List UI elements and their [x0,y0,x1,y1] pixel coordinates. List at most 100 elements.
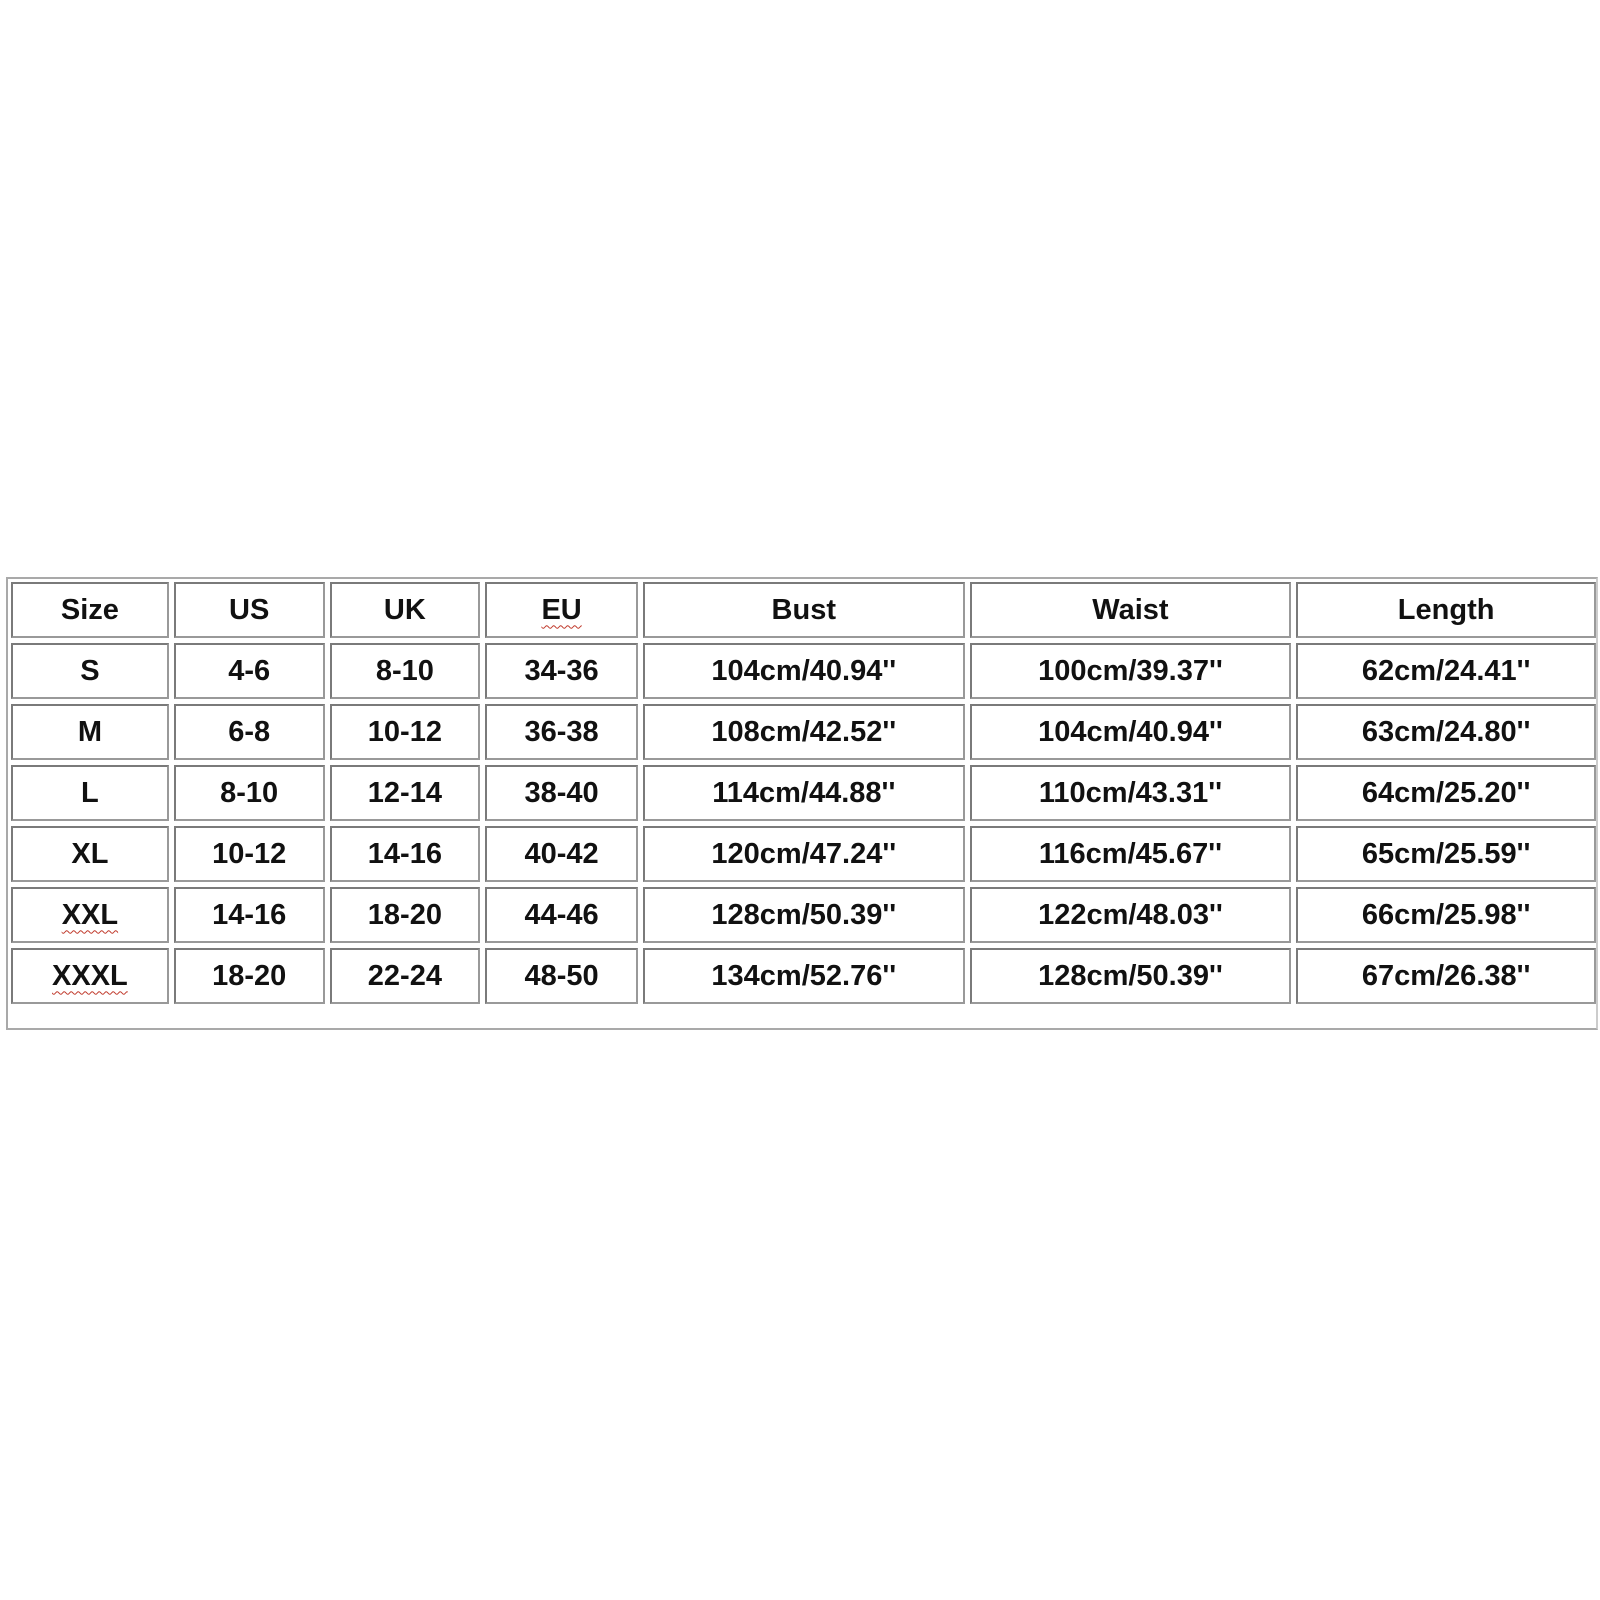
column-header: Length [1296,582,1596,638]
table-row: M 6-8 10-12 36-38 108cm/42.52'' 104cm/40.94''… [11,704,1596,760]
cell-value: 100cm/39.37'' [1038,654,1223,687]
table-cell: 122cm/48.03'' [969,887,1292,943]
table-cell: 104cm/40.94'' [969,704,1292,760]
header-label: Size [60,593,119,626]
cell-value: 22-24 [367,959,442,992]
cell-value: 38-40 [524,776,599,809]
table-cell: 10-12 [173,826,325,882]
table-cell: 40-42 [485,826,638,882]
cell-value: 12-14 [367,776,442,809]
cell-value: XXL [61,898,119,931]
table-cell: 44-46 [485,887,638,943]
table-cell: XL [11,826,169,882]
table-row: L 8-10 12-14 38-40 114cm/44.88'' 110cm/43.31'… [11,765,1596,821]
cell-value: 62cm/24.41'' [1361,654,1531,687]
cell-value: 10-12 [212,837,287,870]
table-cell: M [11,704,169,760]
column-header: EU [485,582,638,638]
table-cell: 65cm/25.59'' [1296,826,1596,882]
header-label: EU [541,593,582,626]
table-row: XL 10-12 14-16 40-42 120cm/47.24'' 116cm/45.6… [11,826,1596,882]
table-row: XXL 14-16 18-20 44-46 128cm/50.39'' 122cm/48.… [11,887,1596,943]
cell-value: XXXL [52,959,128,992]
table-cell: 134cm/52.76'' [642,948,965,1004]
table-cell: 18-20 [329,887,481,943]
size-chart: Size US UK EU Bust Waist Length S 4-6 8-10 34-36 10… [6,577,1598,1030]
cell-value: 40-42 [524,837,599,870]
table-cell: S [11,643,169,699]
table-cell: XXL [11,887,169,943]
cell-value: 44-46 [524,898,599,931]
table-cell: 8-10 [173,765,325,821]
header-label: Bust [771,593,836,626]
cell-value: M [77,715,102,748]
cell-value: 104cm/40.94'' [1038,715,1223,748]
cell-value: 10-12 [367,715,442,748]
table-cell: 6-8 [173,704,325,760]
table-cell: 108cm/42.52'' [642,704,965,760]
column-header: Size [11,582,169,638]
column-header: Waist [969,582,1292,638]
cell-value: 63cm/24.80'' [1361,715,1531,748]
size-chart-table: Size US UK EU Bust Waist Length S 4-6 8-10 34-36 10… [6,577,1600,1009]
cell-value: 34-36 [524,654,599,687]
table-cell: 104cm/40.94'' [642,643,965,699]
cell-value: 36-38 [524,715,599,748]
table-cell: 64cm/25.20'' [1296,765,1596,821]
table-cell: 48-50 [485,948,638,1004]
header-label: Length [1397,593,1495,626]
table-cell: 110cm/43.31'' [969,765,1292,821]
cell-value: 66cm/25.98'' [1361,898,1531,931]
cell-value: 104cm/40.94'' [711,654,897,687]
table-cell: 66cm/25.98'' [1296,887,1596,943]
cell-value: 67cm/26.38'' [1361,959,1531,992]
cell-value: 114cm/44.88'' [712,776,896,809]
cell-value: 110cm/43.31'' [1038,776,1222,809]
table-row: S 4-6 8-10 34-36 104cm/40.94'' 100cm/39.37'' 6… [11,643,1596,699]
table-cell: 63cm/24.80'' [1296,704,1596,760]
cell-value: 4-6 [228,654,271,687]
table-cell: 14-16 [329,826,481,882]
cell-value: 8-10 [375,654,434,687]
cell-value: 134cm/52.76'' [711,959,897,992]
cell-value: L [81,776,99,809]
cell-value: 18-20 [367,898,442,931]
table-cell: 100cm/39.37'' [969,643,1292,699]
cell-value: 14-16 [367,837,442,870]
cell-value: 128cm/50.39'' [1038,959,1223,992]
table-cell: 38-40 [485,765,638,821]
cell-value: 64cm/25.20'' [1361,776,1531,809]
column-header: UK [329,582,481,638]
cell-value: XL [71,837,109,870]
cell-value: 48-50 [524,959,599,992]
table-cell: 128cm/50.39'' [642,887,965,943]
table-row: XXXL 18-20 22-24 48-50 134cm/52.76'' 128cm/50… [11,948,1596,1004]
cell-value: 18-20 [212,959,287,992]
cell-value: S [80,654,100,687]
table-cell: 4-6 [173,643,325,699]
table-cell: 67cm/26.38'' [1296,948,1596,1004]
table-cell: 62cm/24.41'' [1296,643,1596,699]
cell-value: 120cm/47.24'' [711,837,897,870]
cell-value: 65cm/25.59'' [1361,837,1531,870]
table-cell: 14-16 [173,887,325,943]
header-label: Waist [1092,593,1169,626]
table-cell: 116cm/45.67'' [969,826,1292,882]
table-cell: L [11,765,169,821]
table-cell: 36-38 [485,704,638,760]
cell-value: 8-10 [220,776,279,809]
table-cell: 128cm/50.39'' [969,948,1292,1004]
cell-value: 14-16 [212,898,287,931]
column-header: Bust [642,582,965,638]
table-cell: 12-14 [329,765,481,821]
cell-value: 122cm/48.03'' [1038,898,1223,931]
table-cell: 120cm/47.24'' [642,826,965,882]
header-label: UK [383,593,426,626]
cell-value: 116cm/45.67'' [1038,837,1222,870]
cell-value: 128cm/50.39'' [711,898,897,931]
table-cell: 34-36 [485,643,638,699]
column-header: US [173,582,325,638]
table-cell: 114cm/44.88'' [642,765,965,821]
header-row: Size US UK EU Bust Waist Length [11,582,1596,638]
table-cell: 22-24 [329,948,481,1004]
